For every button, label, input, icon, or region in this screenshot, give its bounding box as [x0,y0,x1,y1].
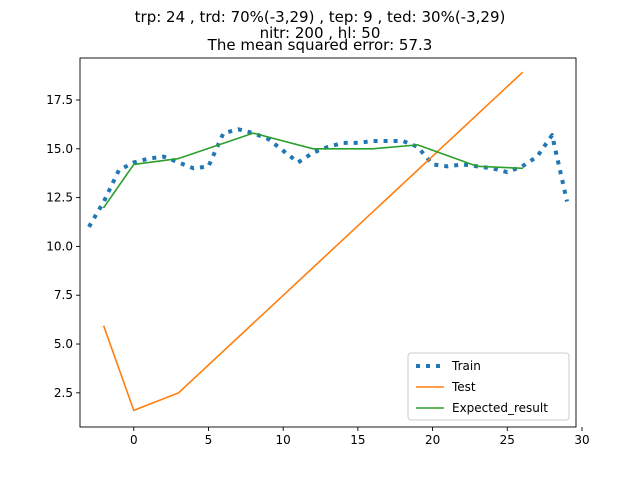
y-tick-label: 10.0 [46,239,73,253]
x-tick-label: 10 [276,433,291,447]
chart-title-line-2: nitr: 200 , hl: 50 [260,24,381,42]
x-tick-label: 5 [205,433,213,447]
y-tick-label: 5.0 [54,337,73,351]
chart-title-line-1: trp: 24 , trd: 70%(-3,29) , tep: 9 , ted… [135,8,506,26]
legend-label-expected-result: Expected_result [452,401,548,415]
x-tick-label: 30 [574,433,589,447]
y-tick-label: 12.5 [46,191,73,205]
legend-label-train: Train [451,359,481,373]
series-line-test [102,71,524,412]
plot-area [87,71,569,412]
chart-title-line-3: The mean squared error: 57.3 [207,36,433,54]
y-tick-label: 17.5 [46,93,73,107]
legend: Train Test Expected_result [407,352,570,421]
series-line-train [87,127,569,228]
y-tick-label: 7.5 [54,288,73,302]
x-tick-label: 0 [130,433,138,447]
x-tick-label: 15 [350,433,365,447]
legend-box [407,352,570,421]
legend-label-test: Test [451,380,476,394]
x-tick-label: 20 [425,433,440,447]
y-tick-label: 2.5 [54,386,73,400]
y-tick-label: 15.0 [46,142,73,156]
series-group [87,71,569,412]
x-tick-label: 25 [500,433,515,447]
series-line-expected-result [102,132,524,209]
axes: 0 5 10 15 20 25 30 2.5 5.0 7.5 10.0 12.5 15.0 17.5 [46,57,590,447]
axes-frame [79,57,577,428]
